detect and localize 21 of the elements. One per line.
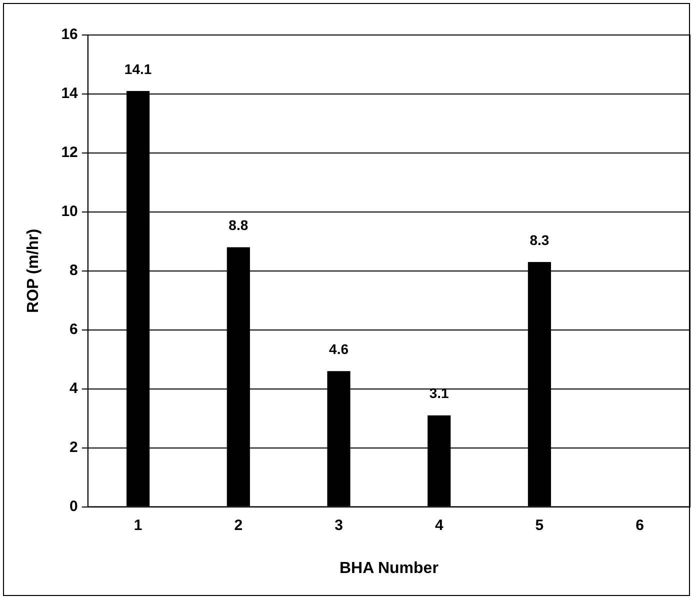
y-tick-label: 16 [61,26,78,44]
x-tick-label: 4 [434,516,444,534]
y-tick-label: 8 [70,262,78,280]
x-axis-title: BHA Number [339,560,438,577]
y-tick-label: 10 [61,203,78,220]
data-label: 4.6 [329,341,349,358]
x-tick-label: 6 [636,516,644,534]
x-tick-label: 3 [334,516,343,534]
data-label: 8.3 [530,232,550,248]
x-tick-label: 2 [234,516,243,534]
data-label: 14.1 [124,60,152,77]
y-tick-label: 2 [70,438,78,456]
y-axis-title: ROP (m/hr) [25,228,42,313]
x-tick-label: 1 [134,516,142,534]
y-tick-label: 4 [70,380,79,397]
y-tick-label: 6 [70,321,78,338]
data-label: 8.8 [228,217,248,234]
y-tick-label: 12 [61,144,78,162]
x-tick-label: 5 [535,516,544,534]
y-tick-label: 0 [70,498,78,515]
y-tick-label: 14 [61,85,79,102]
